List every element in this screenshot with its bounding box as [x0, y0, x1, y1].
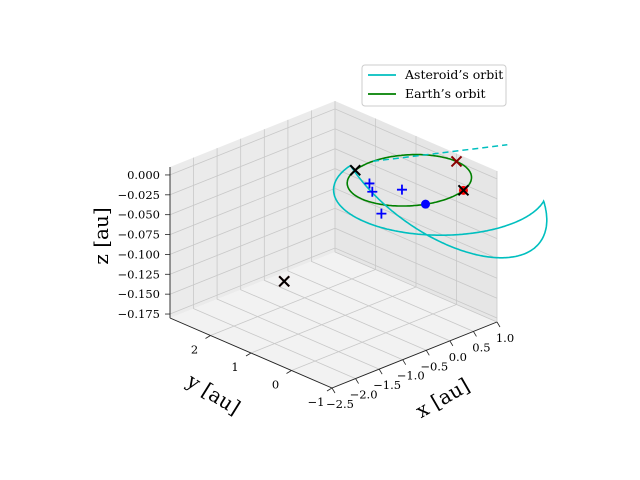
grid-line-y-2: [250, 136, 417, 354]
z-tick-label-1: −0.025: [117, 188, 160, 202]
y-tick-mark-3: [205, 335, 211, 339]
z-tick-label-5: −0.125: [117, 267, 160, 281]
grid-line-x-7: [334, 101, 498, 323]
x-tick-label-3: −1.0: [397, 369, 425, 383]
grid-line-x-1: [193, 157, 356, 379]
legend-label-earth: Earth’s orbit: [405, 86, 486, 101]
z-tick-label-3: −0.075: [117, 228, 160, 242]
orbit-markers: [278, 155, 470, 288]
grid-line-x-4: [263, 129, 427, 351]
x-axis-line: [331, 321, 498, 389]
y-tick-label-0: −1: [308, 395, 325, 409]
grid-line-z-6: [169, 227, 498, 299]
grid-line-z-0: [169, 108, 498, 180]
grid-line-y-1: [291, 153, 457, 371]
x-tick-mark-1: [355, 378, 359, 384]
x-tick-mark-4: [425, 350, 430, 356]
axis-ticks: −2.5−2.0−1.5−1.0−0.50.0 0.5 1.0 −1 0 1 2 0.000 −…: [117, 168, 514, 411]
z-tick-label-0: 0.000: [127, 168, 160, 182]
y-tick-mark-2: [245, 352, 252, 357]
legend: Asteroid’s orbit Earth’s orbit: [361, 64, 507, 107]
y-tick-mark-1: [286, 370, 292, 374]
marker-cross-3: [457, 184, 470, 197]
grid-line-z-2: [169, 148, 498, 220]
z-tick-label-7: −0.175: [117, 307, 160, 321]
y-tick-label-1: 0: [272, 378, 279, 392]
x-tick-label-0: −2.5: [326, 397, 354, 411]
marker-dot-0: [421, 199, 431, 209]
grid-line-x-3: [240, 138, 403, 361]
marker-cross-6: [278, 275, 290, 288]
y-tick-label-3: 2: [191, 343, 198, 357]
grid-line-z-5: [169, 207, 498, 279]
y-tick-mark-0: [326, 387, 333, 392]
marker-plus-8: [396, 184, 407, 195]
z-tick-label-2: −0.050: [117, 208, 160, 222]
legend-box: [361, 64, 507, 107]
marker-plus-9: [367, 186, 378, 197]
line-of-nodes: [372, 144, 508, 163]
y-tick-label-2: 1: [231, 360, 238, 374]
grid-line-z-3: [169, 168, 498, 239]
x-tick-mark-0: [331, 387, 336, 394]
grid-line-x-5: [287, 119, 451, 342]
grid-line-y-3: [210, 118, 376, 336]
marker-cross-4: [450, 155, 463, 168]
x-tick-label-6: 0.5: [472, 340, 490, 354]
grid-line-z-1: [169, 128, 498, 200]
x-tick-label-4: −0.5: [420, 359, 448, 373]
x-tick-label-1: −2.0: [350, 388, 378, 402]
x-tick-mark-7: [496, 321, 501, 328]
asteroid-orbit-line: [332, 165, 548, 259]
x-tick-label-5: 0.0: [449, 350, 467, 364]
marker-cross-2: [349, 164, 361, 176]
z-axis-label: z [au]: [89, 207, 113, 264]
back-pane: [170, 101, 335, 318]
x-tick-mark-5: [449, 340, 454, 347]
x-tick-label-7: 1.0: [496, 331, 514, 345]
grid-line-x-6: [310, 110, 474, 332]
x-tick-mark-2: [378, 368, 383, 375]
z-tick-label-4: −0.100: [117, 247, 160, 261]
z-tick-label-6: −0.150: [117, 287, 160, 301]
marker-plus-10: [376, 208, 387, 219]
y-axis-label: y [au]: [182, 368, 245, 420]
grid-line-x-2: [216, 148, 380, 370]
x-tick-label-2: −1.5: [373, 378, 401, 392]
marker-plus-7: [364, 178, 375, 189]
grid-line-z-7: [169, 247, 498, 319]
x-tick-mark-6: [473, 331, 477, 337]
legend-label-asteroid: Asteroid’s orbit: [404, 67, 503, 82]
x-tick-mark-3: [402, 359, 407, 365]
